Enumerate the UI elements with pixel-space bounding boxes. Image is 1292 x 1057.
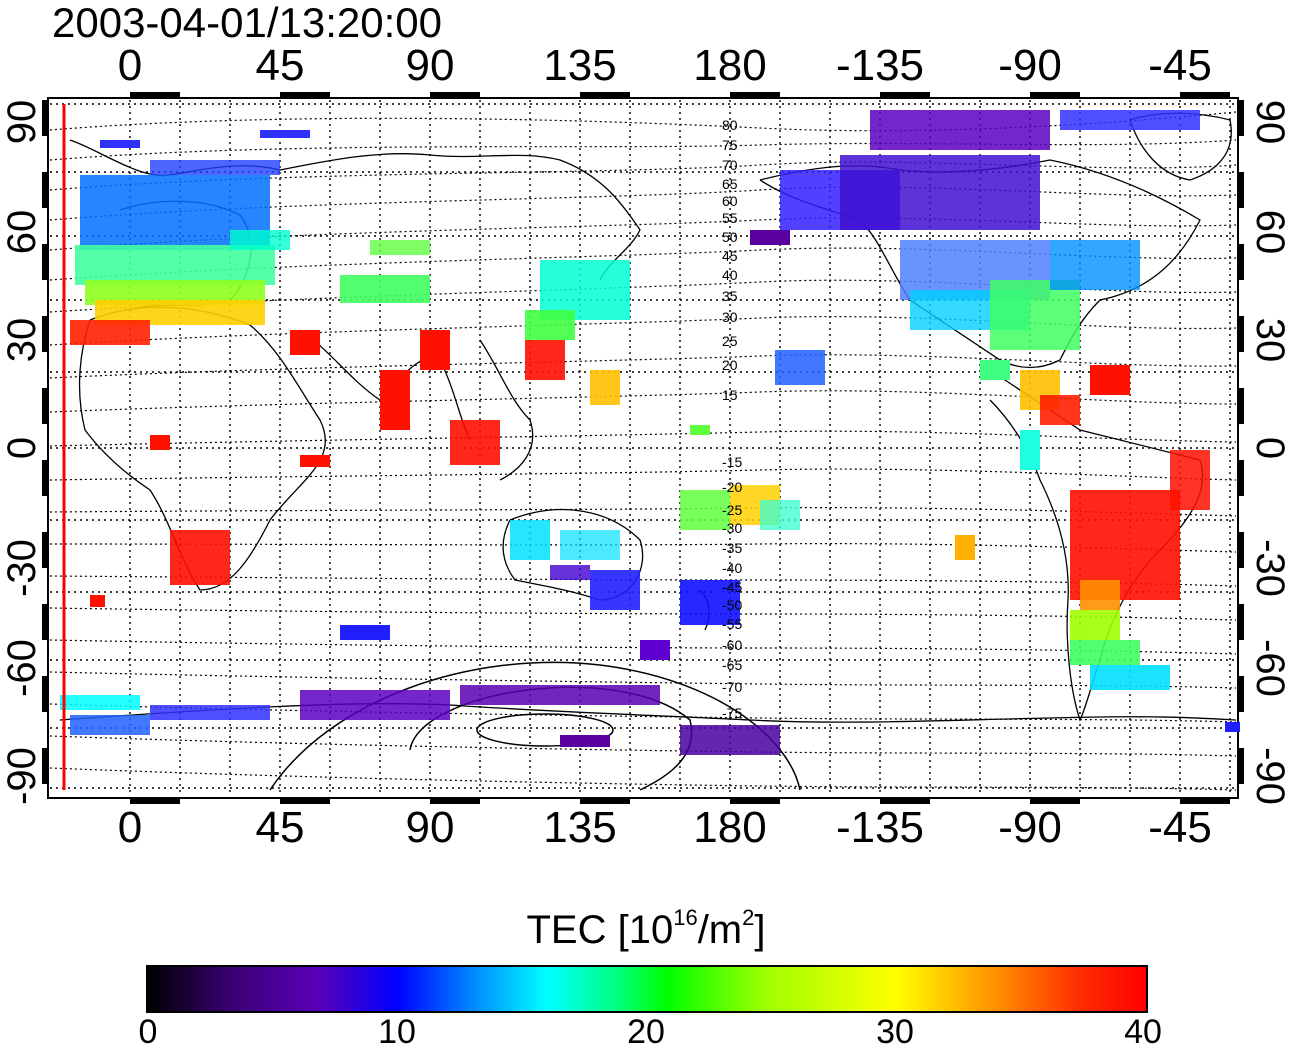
colorbar-tick: 40 [1124, 1013, 1162, 1051]
contour-label: 75 [722, 137, 738, 153]
top-lon-tick: 135 [543, 41, 617, 90]
contour-label: -50 [722, 597, 742, 613]
contour-label: 45 [722, 248, 738, 264]
colorbar-gradient [146, 965, 1148, 1013]
contour-label: 70 [722, 157, 738, 173]
bottom-lon-tick: 135 [543, 803, 617, 852]
contour-label: -40 [722, 560, 742, 576]
contour-label: 80 [722, 117, 738, 133]
contour-label: 30 [722, 309, 738, 325]
contour-label: 20 [722, 357, 738, 373]
contour-label: -75 [722, 705, 742, 721]
contour-label: -15 [722, 454, 742, 470]
top-lon-tick: 45 [255, 41, 305, 90]
tec-world-map: 80 75 70 65 60 55 50 45 40 35 30 25 20 1… [42, 92, 1244, 804]
contour-labels: 80 75 70 65 60 55 50 45 40 35 30 25 20 1… [722, 117, 742, 721]
contour-label: 60 [722, 193, 738, 209]
contour-label: 50 [722, 229, 738, 245]
timestamp-title: 2003-04-01/13:20:00 [52, 0, 442, 46]
top-lon-tick: -135 [835, 41, 925, 90]
top-lon-tick: -45 [1148, 41, 1212, 90]
top-lon-tick: 90 [405, 41, 455, 90]
contour-label: 15 [722, 387, 738, 403]
bottom-lon-tick: 0 [117, 803, 143, 852]
contour-label: 40 [722, 267, 738, 283]
frame-tick-bars [42, 92, 1244, 804]
bottom-lon-tick: 45 [255, 803, 305, 852]
top-lon-tick: 180 [693, 41, 767, 90]
contour-label: -55 [722, 616, 742, 632]
bottom-lon-tick: 90 [405, 803, 455, 852]
contour-label: 35 [722, 288, 738, 304]
colorbar-title-exponent-2: 2 [742, 905, 755, 930]
colorbar-title-unit: /m [697, 908, 743, 952]
contour-label: -35 [722, 540, 742, 556]
contour-label: -25 [722, 502, 742, 518]
contour-label: -45 [722, 579, 742, 595]
colorbar-title-suffix: ] [754, 908, 766, 952]
contour-label: -70 [722, 679, 742, 695]
bottom-lon-tick: -135 [835, 803, 925, 852]
colorbar-title: TEC [1016/m2] [0, 905, 1292, 953]
colorbar-tick: 20 [627, 1013, 665, 1051]
top-lon-tick: -90 [998, 41, 1062, 90]
colorbar-title-exponent-1: 16 [673, 905, 698, 930]
tec-measurements [60, 110, 1240, 755]
contour-label: -65 [722, 657, 742, 673]
bottom-lon-tick: 180 [693, 803, 767, 852]
top-lon-tick: 0 [117, 41, 143, 90]
contour-label: -20 [722, 479, 742, 495]
colorbar-tick: 30 [876, 1013, 914, 1051]
contour-label: 25 [722, 333, 738, 349]
contour-label: 55 [722, 210, 738, 226]
bottom-lon-tick: -45 [1148, 803, 1212, 852]
colorbar-title-prefix: TEC [10 [526, 908, 674, 952]
contour-label: 65 [722, 176, 738, 192]
contour-label: -30 [722, 520, 742, 536]
contour-label: -60 [722, 637, 742, 653]
bottom-lon-tick: -90 [998, 803, 1062, 852]
colorbar-tick: 0 [138, 1013, 158, 1051]
colorbar-tick: 10 [378, 1013, 416, 1051]
